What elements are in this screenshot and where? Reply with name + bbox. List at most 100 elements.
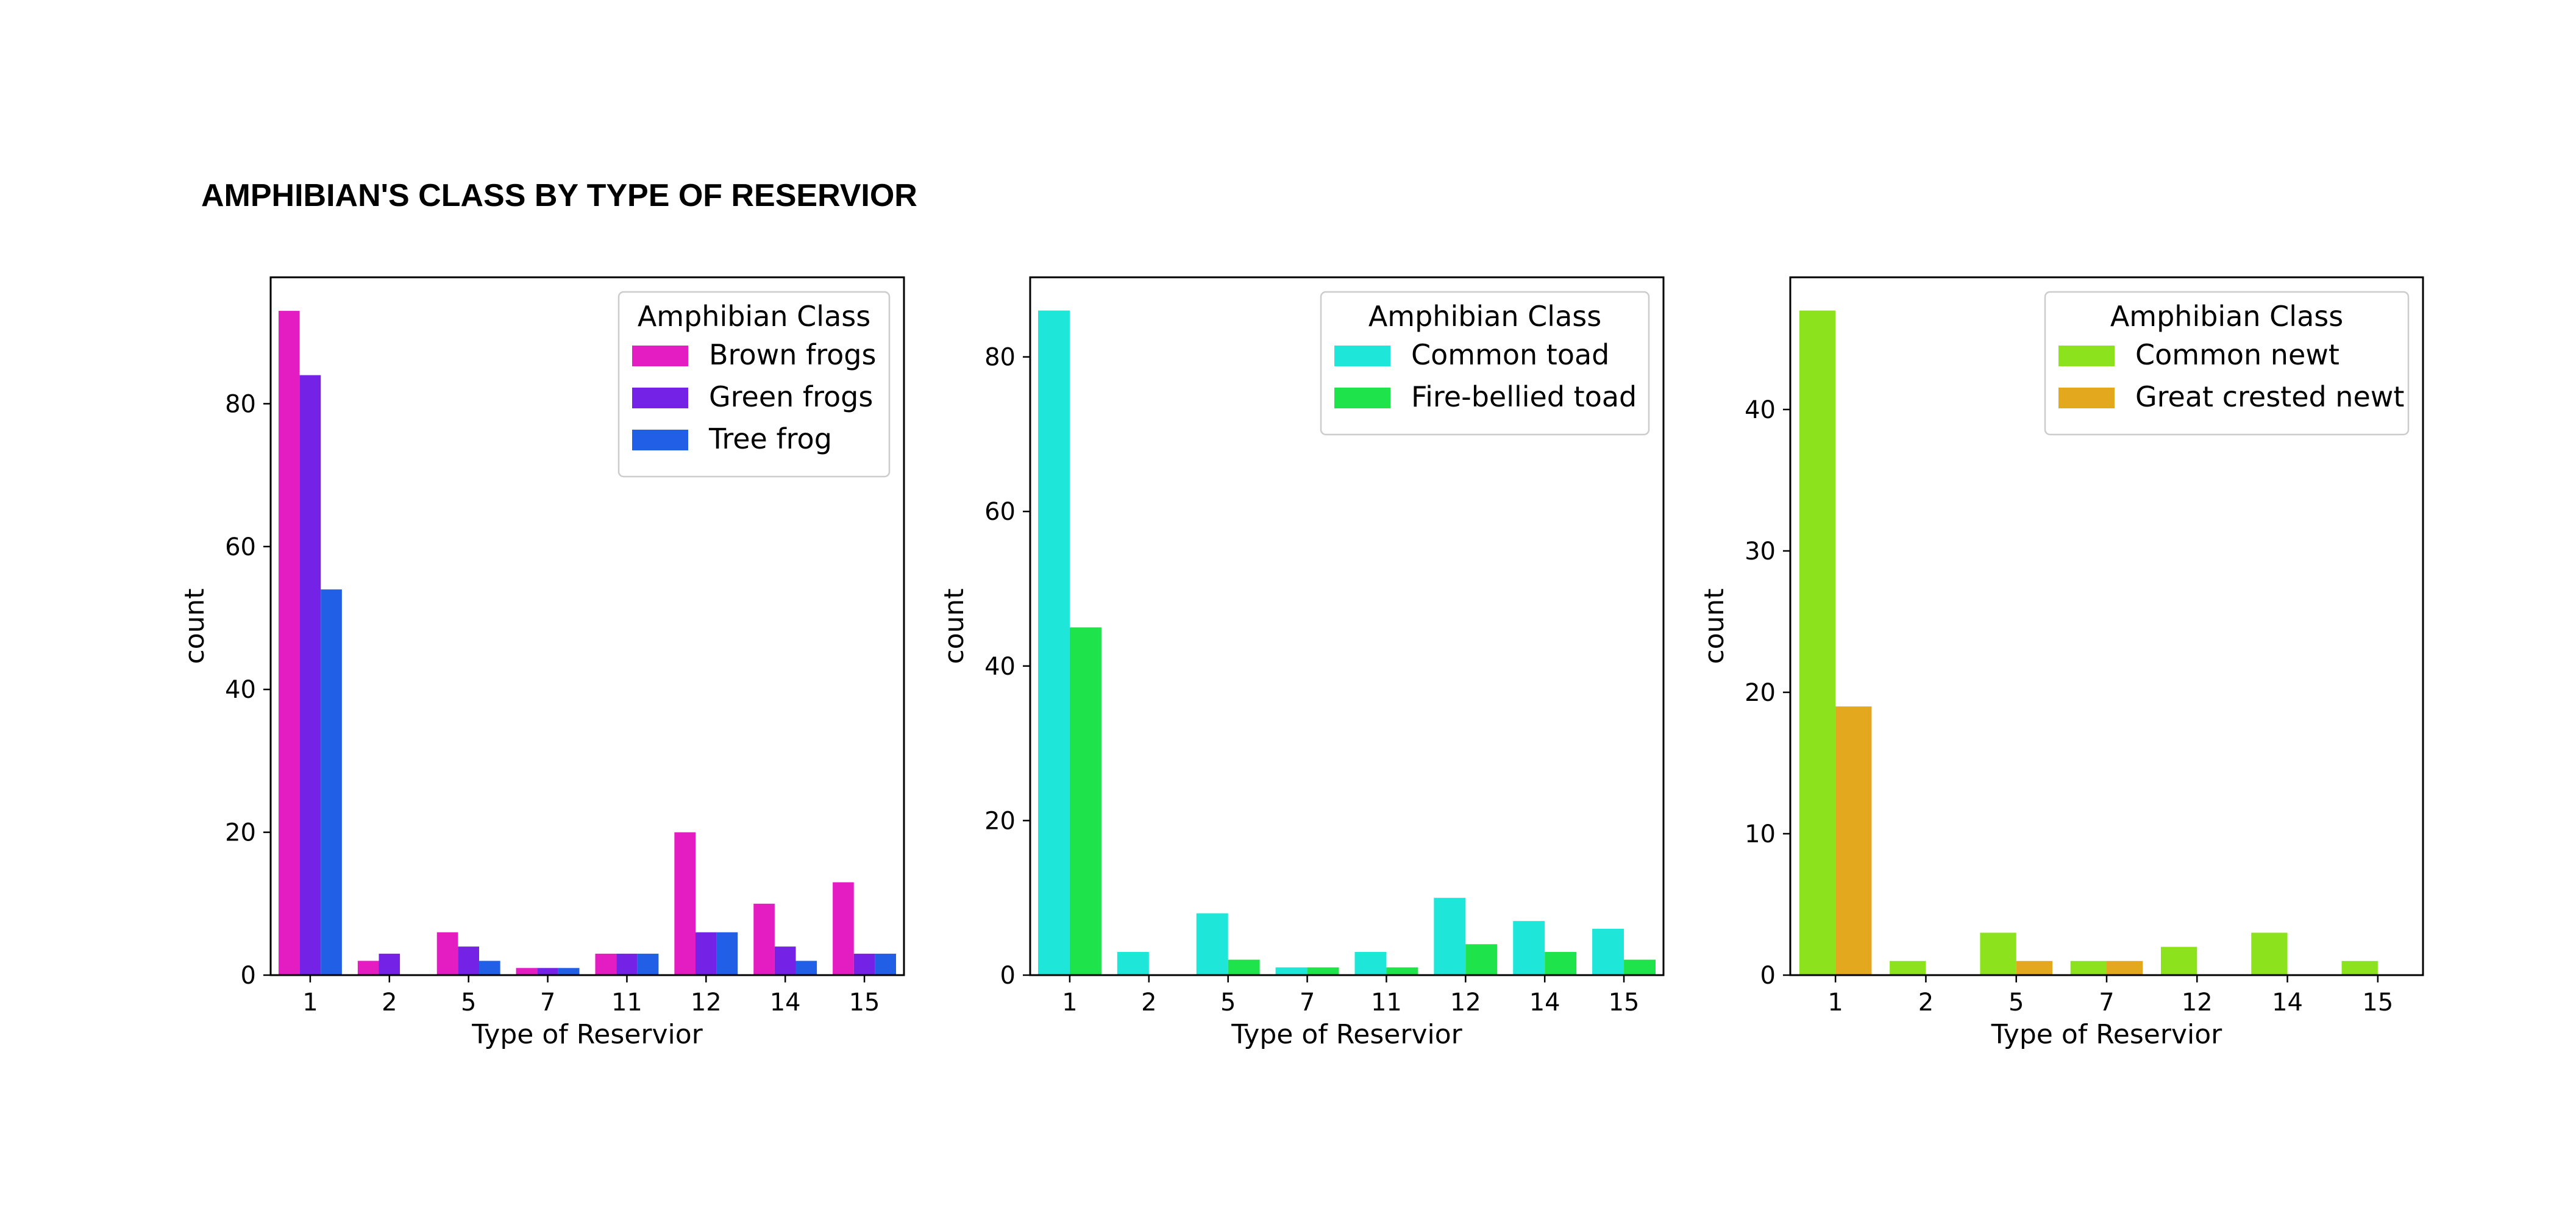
- bar: [558, 968, 580, 975]
- x-tick-label: 11: [611, 989, 642, 1017]
- bar: [1037, 310, 1070, 975]
- legend: Amphibian Class Common newt Great crested …: [2044, 291, 2410, 436]
- bar: [875, 953, 897, 975]
- legend-swatch: [1334, 346, 1390, 366]
- legend-box: [2044, 291, 2410, 436]
- bar: [833, 882, 854, 975]
- bar: [1307, 967, 1339, 975]
- y-tick-label: 0: [241, 962, 256, 990]
- bar: [616, 953, 638, 975]
- y-tick-label: 20: [225, 819, 256, 847]
- bar: [774, 946, 796, 975]
- x-tick-label: 5: [461, 989, 476, 1017]
- x-tick-label: 2: [1141, 989, 1156, 1017]
- x-tick-label: 15: [849, 989, 880, 1017]
- figure-title: AMPHIBIAN'S CLASS BY TYPE OF RESERVIOR: [201, 178, 917, 213]
- bar: [357, 960, 379, 975]
- legend-label: Tree frog: [708, 422, 832, 455]
- bar: [537, 968, 558, 975]
- bar: [2251, 932, 2288, 975]
- bar: [2070, 960, 2107, 975]
- x-tick-label: 11: [1371, 989, 1402, 1017]
- y-tick-label: 40: [225, 676, 256, 704]
- bar: [2160, 946, 2197, 975]
- legend-title: Amphibian Class: [2110, 300, 2343, 333]
- legend-swatch: [2058, 388, 2115, 408]
- legend-label: Common toad: [1411, 338, 1609, 371]
- bar: [1196, 913, 1228, 975]
- bar: [299, 375, 321, 975]
- y-axis-label: count: [1699, 588, 1730, 664]
- legend-label: Common newt: [2135, 338, 2339, 371]
- axes-frame: [269, 276, 905, 976]
- bar: [1545, 951, 1577, 975]
- x-tick-label: 7: [1300, 989, 1315, 1017]
- y-tick-label: 80: [984, 344, 1016, 372]
- y-axis-label: count: [179, 588, 210, 664]
- x-axis-label: Type of Reservior: [1231, 1019, 1462, 1050]
- bar: [278, 311, 300, 975]
- bar: [1354, 951, 1387, 975]
- x-tick-label: 12: [1450, 989, 1481, 1017]
- bar: [1275, 967, 1308, 975]
- bar: [1799, 310, 1836, 975]
- x-tick-label: 7: [2099, 989, 2114, 1017]
- bar: [753, 903, 775, 975]
- x-tick-label: 14: [770, 989, 801, 1017]
- x-tick-label: 7: [540, 989, 555, 1017]
- legend-swatch: [632, 388, 688, 408]
- bar: [595, 953, 617, 975]
- legend: Amphibian Class Common toad Fire-bellied t…: [1320, 291, 1650, 436]
- y-tick-label: 0: [1000, 962, 1016, 990]
- y-tick-label: 0: [1760, 962, 1776, 990]
- bar: [853, 953, 875, 975]
- bar: [1592, 928, 1624, 975]
- x-axis-label: Type of Reservior: [1991, 1019, 2222, 1050]
- bar: [1890, 960, 1926, 975]
- legend-swatch: [632, 430, 688, 450]
- bar: [1069, 627, 1101, 975]
- bar: [1117, 951, 1149, 975]
- x-tick-label: 15: [1609, 989, 1640, 1017]
- legend: Amphibian Class Brown frogs Green frogs Tre…: [617, 291, 891, 478]
- bar: [2016, 960, 2053, 975]
- y-tick-label: 80: [225, 390, 256, 418]
- x-axis-label: Type of Reservior: [471, 1019, 703, 1050]
- y-tick-label: 20: [1745, 679, 1776, 707]
- bar: [2341, 960, 2378, 975]
- bar: [2107, 960, 2143, 975]
- x-tick-label: 5: [2008, 989, 2024, 1017]
- bar: [695, 932, 717, 975]
- bar: [1386, 967, 1418, 975]
- bar: [1513, 921, 1545, 975]
- x-tick-label: 2: [382, 989, 397, 1017]
- bar: [379, 953, 400, 975]
- x-tick-label: 14: [2272, 989, 2303, 1017]
- y-tick-label: 30: [1745, 538, 1776, 566]
- x-tick-label: 1: [1827, 989, 1843, 1017]
- bar: [637, 953, 659, 975]
- legend-title: Amphibian Class: [638, 300, 870, 333]
- bar: [716, 932, 738, 975]
- bar: [1465, 944, 1498, 975]
- y-tick-label: 60: [225, 533, 256, 561]
- y-tick-label: 40: [1745, 396, 1776, 424]
- bar: [795, 960, 817, 975]
- legend-box: [1320, 291, 1650, 436]
- y-tick-label: 40: [984, 653, 1016, 681]
- x-tick-label: 12: [691, 989, 722, 1017]
- bar: [674, 832, 696, 975]
- y-axis-label: count: [939, 588, 970, 664]
- legend-title: Amphibian Class: [1368, 300, 1601, 333]
- bar: [321, 589, 342, 975]
- bar: [1228, 959, 1260, 975]
- x-tick-label: 5: [1220, 989, 1236, 1017]
- bar: [458, 946, 480, 975]
- x-tick-label: 15: [2362, 989, 2393, 1017]
